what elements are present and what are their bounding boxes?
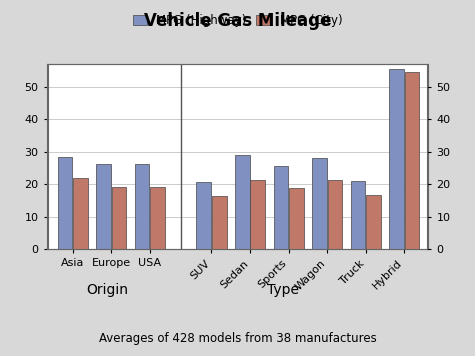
Bar	[351, 181, 365, 249]
Bar	[212, 196, 227, 249]
Bar	[135, 164, 149, 249]
Bar	[73, 178, 87, 249]
Bar	[312, 158, 327, 249]
Legend: MPG (Highway), MPG (City): MPG (Highway), MPG (City)	[133, 15, 342, 27]
Bar	[289, 188, 304, 249]
Bar	[96, 164, 111, 249]
Text: Vehicle Gas Mileage: Vehicle Gas Mileage	[144, 12, 331, 31]
Bar	[112, 188, 126, 249]
Bar	[390, 69, 404, 249]
Bar	[235, 155, 250, 249]
Text: Type: Type	[266, 283, 299, 297]
Text: Averages of 428 models from 38 manufactures: Averages of 428 models from 38 manufactu…	[99, 332, 376, 345]
Bar	[57, 157, 72, 249]
Text: Origin: Origin	[86, 283, 128, 297]
Bar	[405, 72, 419, 249]
Bar	[328, 180, 342, 249]
Bar	[366, 195, 381, 249]
Bar	[274, 166, 288, 249]
Bar	[250, 180, 265, 249]
Bar	[197, 182, 211, 249]
Bar	[150, 187, 165, 249]
